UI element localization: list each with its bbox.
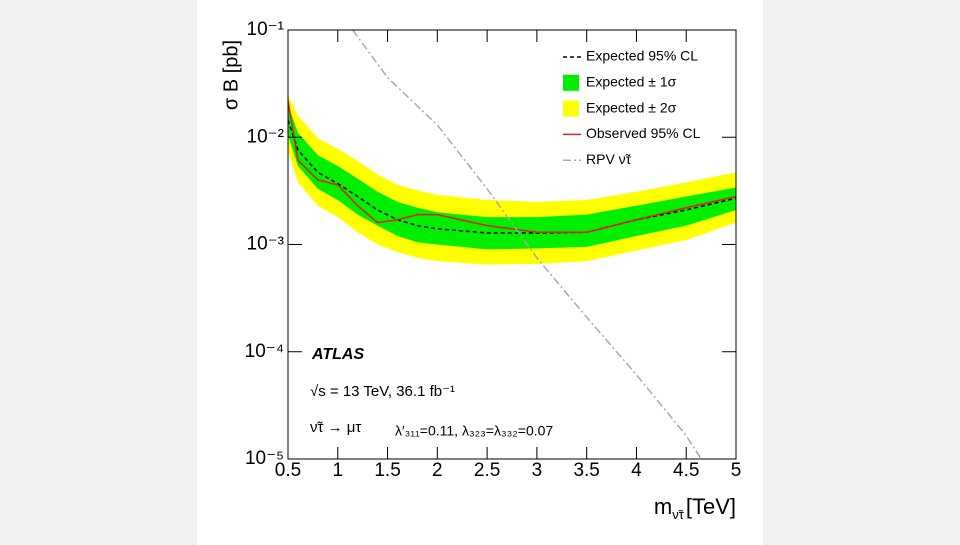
legend-label: Observed 95% CL: [586, 125, 701, 141]
band: [288, 104, 736, 250]
y-tick-label: 10⁻⁵: [245, 448, 284, 469]
x-tick-label: 0.5: [275, 460, 301, 481]
y-tick-label: 10⁻³: [247, 234, 285, 255]
annotation: √s = 13 TeV, 36.1 fb⁻¹: [310, 383, 455, 400]
panel: [197, 0, 763, 545]
line: [287, 100, 737, 234]
x-axis-label: mν̃τ[TeV]: [654, 494, 736, 523]
x-label-sub: ν̃τ: [672, 507, 685, 522]
annotation: ν̃τ → μτ: [310, 419, 361, 436]
plot: [287, 29, 737, 460]
legend-label: Expected ± 1σ: [586, 74, 677, 90]
x-tick-label: 2.5: [474, 460, 500, 481]
legend-swatch: [563, 74, 579, 91]
y-tick-label: 10⁻²: [247, 126, 285, 147]
legend-label: Expected ± 2σ: [586, 99, 677, 115]
annotation: λ′₃₁₁=0.11, λ₃₂₃=λ₃₃₂=0.07: [395, 423, 553, 439]
x-tick-label: 3: [532, 460, 543, 481]
x-tick-label: 1: [332, 460, 343, 481]
x-tick-label: 2: [432, 460, 443, 481]
x-tick-label: 4: [631, 460, 642, 481]
x-tick-label: 5: [731, 460, 742, 481]
y-tick-label: 10⁻¹: [247, 19, 285, 40]
annotation: ATLAS: [311, 346, 364, 363]
legend-label: RPV ν̃τ: [586, 151, 632, 167]
x-tick-label: 1.5: [374, 460, 400, 481]
legend-swatch: [563, 100, 579, 117]
x-tick-label: 4.5: [673, 460, 699, 481]
x-label-unit: [TeV]: [686, 494, 736, 519]
y-axis-label: σ B [pb]: [220, 40, 242, 110]
y-tick-label: 10⁻⁴: [245, 341, 284, 362]
legend-label: Expected 95% CL: [586, 48, 698, 64]
legend: Expected 95% CL Expected ± 1σ Expected ± 2…: [563, 48, 701, 167]
x-tick-label: 3.5: [573, 460, 599, 481]
line: [352, 29, 702, 460]
x-label-main: m: [654, 494, 672, 519]
